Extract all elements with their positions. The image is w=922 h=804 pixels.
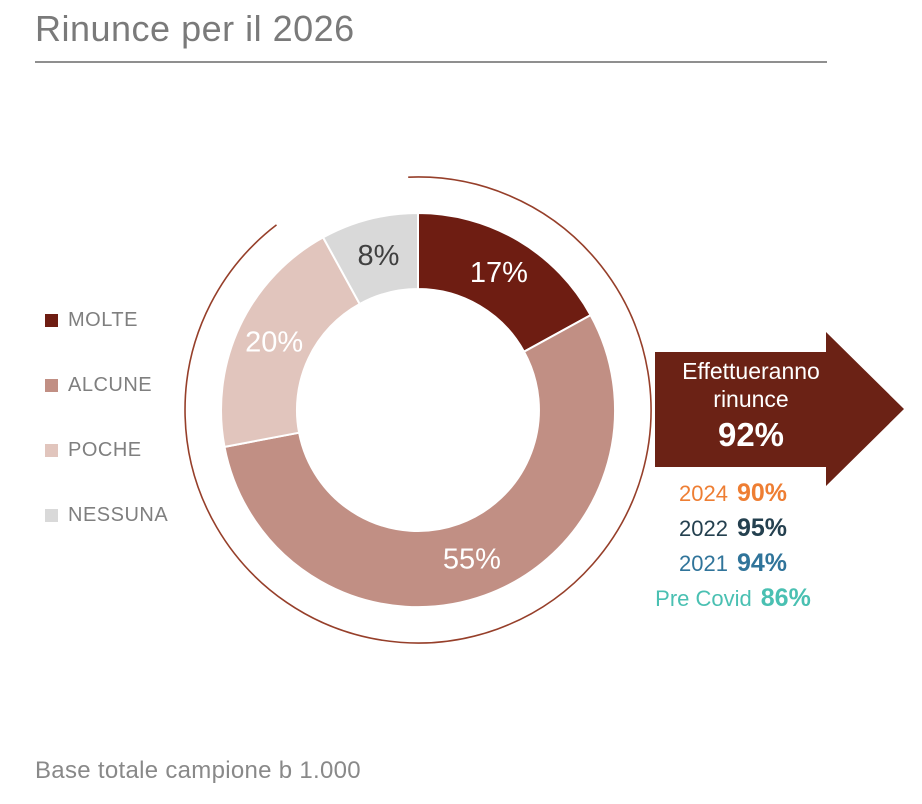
- legend-swatch: [45, 508, 58, 522]
- history-row-2021: 2021 94%: [633, 549, 833, 584]
- history-year: 2024: [679, 481, 728, 506]
- donut-segments: [220, 211, 616, 609]
- segment-value-label-nessuna: 8%: [358, 240, 400, 272]
- right-arrow-icon: [655, 332, 904, 486]
- legend-label: NESSUNA: [68, 503, 169, 526]
- segment-value-label-molte: 17%: [470, 257, 528, 289]
- history-value: 90%: [736, 479, 787, 507]
- donut-segment-nessuna: [321, 211, 419, 306]
- callout-value: 92%: [717, 416, 785, 453]
- segment-value-label-poche: 20%: [245, 326, 303, 358]
- legend-label: ALCUNE: [68, 373, 153, 396]
- donut-segment-poche: [220, 236, 362, 449]
- history-row-pre-covid: Pre Covid 86%: [633, 584, 833, 619]
- history-year: 2022: [679, 516, 728, 541]
- history-row-2024: 2024 90%: [633, 479, 833, 514]
- arrow-callout: Effettueranno rinunce 92%: [655, 357, 847, 457]
- legend-label: MOLTE: [68, 308, 138, 331]
- history-row-2022: 2022 95%: [633, 514, 833, 549]
- legend-label: POCHE: [68, 438, 142, 461]
- legend-swatch: [45, 443, 58, 457]
- arrow-shape: [655, 332, 904, 486]
- history-year: Pre Covid: [655, 586, 752, 611]
- history-value: 95%: [736, 514, 787, 542]
- page-title: Rinunce per il 2026: [35, 8, 355, 49]
- history-year: 2021: [679, 551, 728, 576]
- legend-swatch: [45, 313, 58, 327]
- legend-item-alcune: ALCUNE: [45, 371, 168, 399]
- donut-segment-alcune: [223, 313, 616, 609]
- base-note: Base totale campione b 1.000: [35, 757, 361, 784]
- history-list: 2024 90% 2022 95% 2021 94% Pre Covid 86%: [633, 479, 833, 619]
- history-value: 94%: [736, 549, 787, 577]
- donut-segment-labels: 17% 55% 20% 8%: [245, 240, 528, 576]
- title-divider: [35, 61, 827, 63]
- legend-item-molte: MOLTE: [45, 306, 168, 334]
- legend-item-poche: POCHE: [45, 436, 168, 464]
- segment-value-label-alcune: 55%: [443, 544, 501, 576]
- legend: MOLTE ALCUNE POCHE NESSUNA: [45, 306, 168, 566]
- callout-line1: Effettueranno: [682, 358, 820, 384]
- legend-item-nessuna: NESSUNA: [45, 501, 168, 529]
- history-value: 86%: [760, 584, 811, 612]
- decorative-arc: [184, 176, 652, 644]
- legend-swatch: [45, 378, 58, 392]
- callout-line2: rinunce: [713, 386, 789, 412]
